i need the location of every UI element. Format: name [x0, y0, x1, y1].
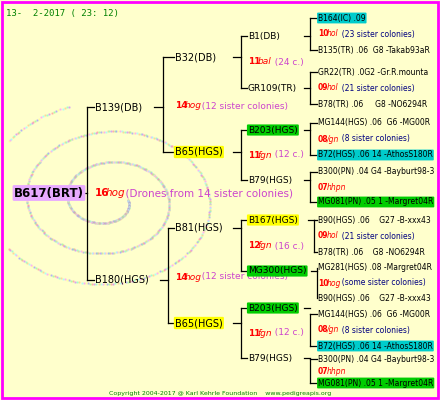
Text: B78(TR) .06     G8 -NO6294R: B78(TR) .06 G8 -NO6294R — [318, 100, 427, 108]
Text: hhpn: hhpn — [326, 184, 346, 192]
Text: 16: 16 — [95, 188, 110, 198]
Text: 13-  2-2017 ( 23: 12): 13- 2-2017 ( 23: 12) — [6, 9, 119, 18]
Text: GR109(TR): GR109(TR) — [248, 84, 297, 92]
Text: B300(PN) .04 G4 -Bayburt98-3: B300(PN) .04 G4 -Bayburt98-3 — [318, 168, 434, 176]
Text: B65(HGS): B65(HGS) — [175, 318, 223, 328]
Text: B300(PN) .04 G4 -Bayburt98-3: B300(PN) .04 G4 -Bayburt98-3 — [318, 354, 434, 364]
Text: hhpn: hhpn — [326, 368, 346, 376]
Text: B180(HGS): B180(HGS) — [95, 275, 149, 285]
Text: (8 sister colonies): (8 sister colonies) — [337, 326, 409, 334]
Text: B79(HGS): B79(HGS) — [248, 354, 292, 362]
Text: 12: 12 — [248, 242, 260, 250]
Text: B135(TR) .06  G8 -Takab93aR: B135(TR) .06 G8 -Takab93aR — [318, 46, 430, 54]
Text: 08: 08 — [318, 326, 329, 334]
Text: B90(HGS) .06    G27 -B-xxx43: B90(HGS) .06 G27 -B-xxx43 — [318, 294, 431, 302]
Text: B32(DB): B32(DB) — [175, 52, 216, 62]
Text: B90(HGS) .06    G27 -B-xxx43: B90(HGS) .06 G27 -B-xxx43 — [318, 216, 431, 224]
Text: 09: 09 — [318, 232, 329, 240]
Text: B1(DB): B1(DB) — [248, 32, 280, 40]
Text: (8 sister colonies): (8 sister colonies) — [337, 134, 409, 144]
Text: fgn: fgn — [257, 328, 272, 338]
Text: 08: 08 — [318, 134, 329, 144]
Text: Copyright 2004-2017 @ Karl Kehrle Foundation    www.pedigreapis.org: Copyright 2004-2017 @ Karl Kehrle Founda… — [109, 391, 331, 396]
Text: hol: hol — [326, 232, 338, 240]
Text: (16 c.): (16 c.) — [269, 242, 304, 250]
Text: (Drones from 14 sister colonies): (Drones from 14 sister colonies) — [119, 188, 293, 198]
Text: (21 sister colonies): (21 sister colonies) — [337, 232, 414, 240]
Text: (12 sister colonies): (12 sister colonies) — [196, 102, 288, 110]
Text: B139(DB): B139(DB) — [95, 102, 142, 112]
Text: MG144(HGS) .06  G6 -MG00R: MG144(HGS) .06 G6 -MG00R — [318, 310, 430, 318]
Text: hol: hol — [326, 30, 338, 38]
Text: B65(HGS): B65(HGS) — [175, 147, 223, 157]
Text: (12 sister colonies): (12 sister colonies) — [196, 272, 288, 282]
Text: B81(HGS): B81(HGS) — [175, 223, 223, 233]
Text: MG144(HGS) .06  G6 -MG00R: MG144(HGS) .06 G6 -MG00R — [318, 118, 430, 128]
Text: 11: 11 — [248, 328, 260, 338]
Text: /gn: /gn — [326, 134, 339, 144]
Text: hog: hog — [184, 272, 202, 282]
Text: 10: 10 — [318, 30, 329, 38]
Text: B72(HGS) .06 14 -AthosS180R: B72(HGS) .06 14 -AthosS180R — [318, 342, 433, 350]
Text: B72(HGS) .06 14 -AthosS180R: B72(HGS) .06 14 -AthosS180R — [318, 150, 433, 160]
Text: 14: 14 — [175, 102, 187, 110]
Text: 07: 07 — [318, 184, 329, 192]
Text: B78(TR) .06    G8 -NO6294R: B78(TR) .06 G8 -NO6294R — [318, 248, 425, 256]
Text: MG300(HGS): MG300(HGS) — [248, 266, 307, 276]
Text: (12 c.): (12 c.) — [269, 328, 304, 338]
Text: B203(HGS): B203(HGS) — [248, 126, 298, 134]
Text: (23 sister colonies): (23 sister colonies) — [337, 30, 414, 38]
Text: fgn: fgn — [257, 242, 272, 250]
Text: hog: hog — [326, 278, 341, 288]
Text: (12 c.): (12 c.) — [269, 150, 304, 160]
Text: 10: 10 — [318, 278, 329, 288]
Text: 09: 09 — [318, 84, 329, 92]
Text: (21 sister colonies): (21 sister colonies) — [337, 84, 414, 92]
Text: GR22(TR) .0G2 -Gr.R.mounta: GR22(TR) .0G2 -Gr.R.mounta — [318, 68, 428, 76]
Text: 11: 11 — [248, 58, 260, 66]
Text: 14: 14 — [175, 272, 187, 282]
Text: (some sister colonies): (some sister colonies) — [337, 278, 425, 288]
Text: /gn: /gn — [326, 326, 339, 334]
Text: bal: bal — [257, 58, 271, 66]
Text: hog: hog — [106, 188, 125, 198]
Text: MG081(PN) .05 1 -Margret04R: MG081(PN) .05 1 -Margret04R — [318, 198, 433, 206]
Text: (24 c.): (24 c.) — [269, 58, 304, 66]
Text: 07: 07 — [318, 368, 329, 376]
Text: B164(IC) .09: B164(IC) .09 — [318, 14, 366, 22]
Text: B79(HGS): B79(HGS) — [248, 176, 292, 184]
Text: fgn: fgn — [257, 150, 272, 160]
Text: MG281(HGS) .08 -Margret04R: MG281(HGS) .08 -Margret04R — [318, 264, 432, 272]
Text: hog: hog — [184, 102, 202, 110]
Text: B203(HGS): B203(HGS) — [248, 304, 298, 312]
Text: B167(HGS): B167(HGS) — [248, 216, 298, 224]
Text: 11: 11 — [248, 150, 260, 160]
Text: hol: hol — [326, 84, 338, 92]
Text: MG081(PN) .05 1 -Margret04R: MG081(PN) .05 1 -Margret04R — [318, 378, 433, 388]
Text: B617(BRT): B617(BRT) — [14, 186, 84, 200]
